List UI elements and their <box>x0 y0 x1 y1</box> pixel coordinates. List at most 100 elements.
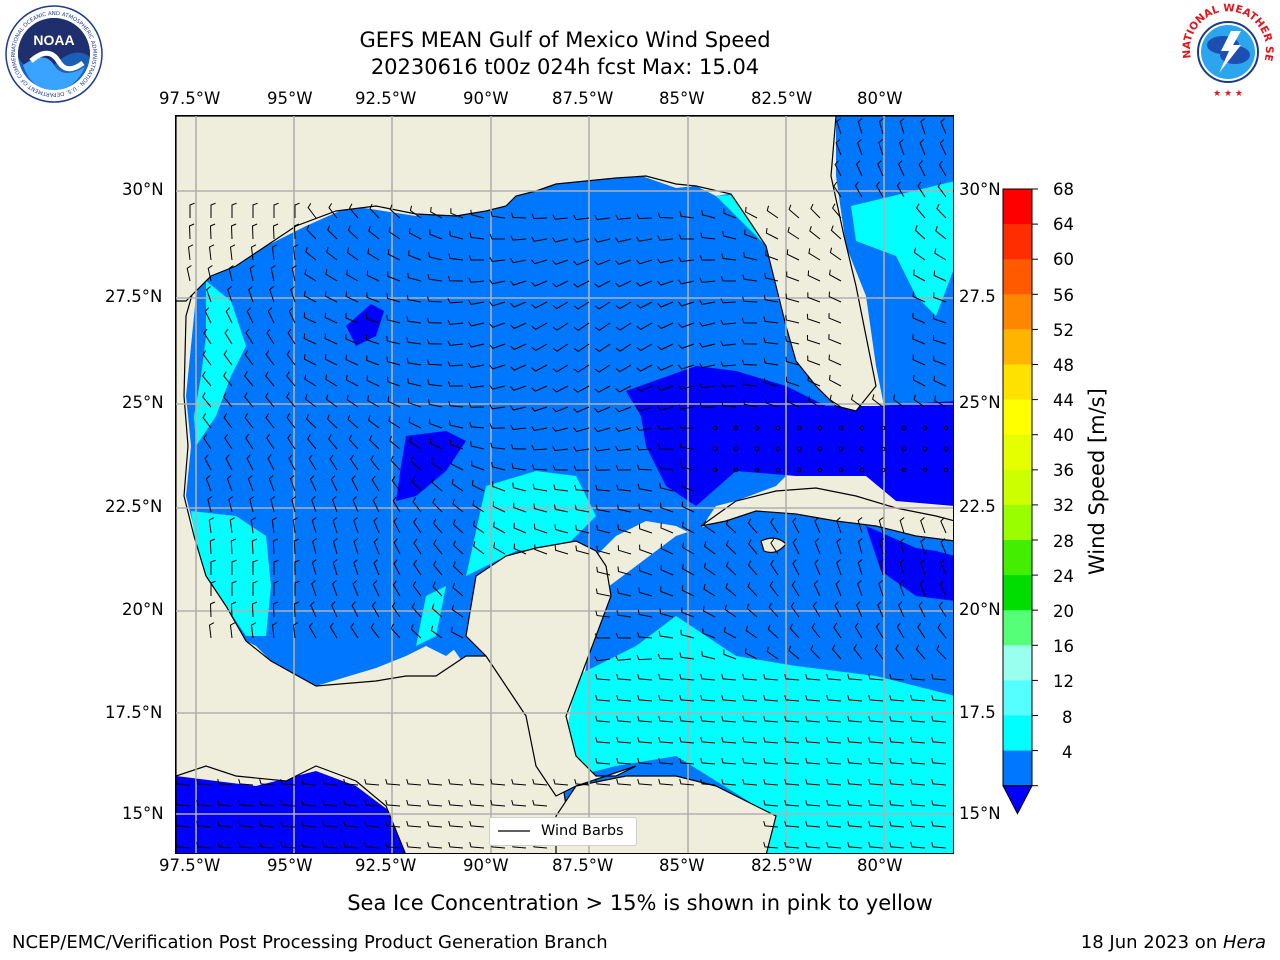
wind-barb <box>785 315 800 324</box>
wind-barb <box>469 799 485 807</box>
wind-barb <box>510 301 527 308</box>
wind-barb <box>917 181 926 198</box>
wind-barb <box>847 841 863 849</box>
wind-barb <box>784 841 800 849</box>
wind-barb <box>251 223 258 240</box>
wind-barb <box>899 538 905 555</box>
wind-barb <box>636 654 653 661</box>
wind-barb <box>828 334 842 345</box>
wind-barb <box>447 319 464 325</box>
wind-barb <box>511 778 527 786</box>
wind-barb <box>868 841 884 849</box>
wind-barb <box>280 820 296 828</box>
wind-barb <box>747 581 758 597</box>
wind-barb <box>229 622 236 639</box>
wind-barb <box>938 160 947 177</box>
wind-barb <box>763 820 779 828</box>
wind-barb <box>721 400 737 408</box>
wind-barb <box>468 321 485 327</box>
wind-barb <box>511 799 527 807</box>
wind-barb <box>636 280 653 287</box>
wind-barb <box>763 757 779 765</box>
calm-wind-marker <box>880 446 886 452</box>
colorbar-swatch <box>1003 189 1032 225</box>
wind-barb <box>364 841 380 849</box>
wind-barb <box>346 394 359 408</box>
wind-barb <box>412 581 422 597</box>
wind-barb <box>784 736 800 744</box>
wind-barb <box>763 357 779 366</box>
colorbar-tick: 24 <box>1053 567 1074 586</box>
calm-zone-caribbean-ne <box>866 526 953 601</box>
wind-barb <box>806 313 821 324</box>
wind-barb <box>931 736 947 744</box>
wind-barb <box>552 237 569 243</box>
wind-barb <box>489 364 506 370</box>
wind-barb <box>940 559 947 576</box>
calm-wind-marker <box>943 467 949 473</box>
wind-barb <box>230 223 237 240</box>
wind-barb <box>720 298 737 304</box>
wind-barb <box>531 385 548 392</box>
wind-barb <box>289 475 296 492</box>
wind-barb <box>833 181 842 198</box>
wind-barb <box>186 265 192 282</box>
wind-barb <box>280 799 296 807</box>
wind-barb <box>615 406 632 413</box>
wind-barb <box>831 203 842 219</box>
wind-barb <box>271 517 277 534</box>
wind-barb <box>307 203 317 219</box>
wind-barb <box>224 328 233 345</box>
wind-barb <box>217 820 233 828</box>
wind-barb <box>874 644 884 660</box>
wind-barb <box>768 602 779 618</box>
wind-barb <box>217 841 233 849</box>
wind-barb <box>615 445 632 452</box>
wind-barb <box>877 160 884 177</box>
wind-barb <box>345 334 359 345</box>
wind-barb <box>552 280 569 288</box>
wind-barb <box>875 181 884 198</box>
wind-barb <box>933 292 947 303</box>
wind-barb <box>552 385 569 393</box>
wind-barb <box>349 454 359 471</box>
wind-barb <box>699 321 716 327</box>
wind-barb <box>244 413 254 429</box>
wind-barb <box>678 423 695 429</box>
wind-barb <box>747 560 758 576</box>
wind-barb <box>701 209 716 219</box>
wind-barb <box>574 778 590 786</box>
lon-label-bottom: 87.5°W <box>552 856 614 875</box>
wind-barb <box>389 204 401 219</box>
wind-barb <box>933 355 947 366</box>
wind-barb <box>807 375 821 387</box>
wind-barb <box>350 622 359 639</box>
wind-barb <box>813 580 821 597</box>
wind-barb <box>700 694 716 702</box>
wind-barb <box>770 538 779 555</box>
wind-barb <box>207 496 213 513</box>
wind-barb <box>910 841 926 849</box>
wind-barb <box>637 632 653 639</box>
wind-barb <box>725 561 737 576</box>
wind-barb <box>681 501 695 513</box>
lon-label-top: 95°W <box>267 89 313 108</box>
wind-barb <box>853 644 863 660</box>
wind-barb <box>834 160 842 177</box>
wind-barb <box>532 464 548 471</box>
lon-label-bottom: 82.5°W <box>751 856 813 875</box>
wind-barb <box>324 291 338 303</box>
plot-title-line1: GEFS MEAN Gulf of Mexico Wind Speed <box>359 28 771 52</box>
wind-barb <box>513 522 527 534</box>
wind-barb <box>427 820 443 828</box>
calm-wind-marker <box>712 425 718 431</box>
colorbar-tick: 32 <box>1053 496 1074 515</box>
calm-wind-marker <box>922 467 928 473</box>
wind-barb <box>637 736 653 744</box>
wind-barb <box>763 316 779 324</box>
wind-barb <box>286 350 296 366</box>
wind-barb <box>868 736 884 744</box>
wind-barb <box>725 582 737 597</box>
wind-barb <box>267 307 275 324</box>
wind-barb <box>322 841 338 849</box>
